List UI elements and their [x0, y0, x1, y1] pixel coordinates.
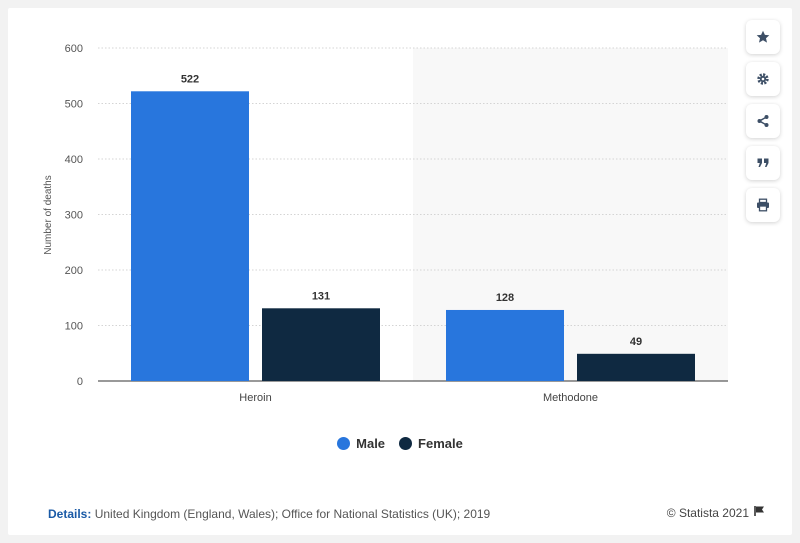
- y-axis-label: Number of deaths: [43, 175, 54, 255]
- star-icon: [756, 30, 770, 44]
- bar-chart: 0 100 200 300 400 500 600 Number of deaths 522 13…: [43, 43, 728, 404]
- share-button[interactable]: [746, 104, 780, 138]
- bar-male-heroin[interactable]: [131, 91, 249, 381]
- x-tick-label: Methodone: [543, 392, 598, 404]
- details-text: United Kingdom (England, Wales); Office …: [94, 507, 491, 521]
- x-tick-label: Heroin: [239, 392, 271, 404]
- data-label: 128: [496, 292, 514, 304]
- y-tick-label: 400: [65, 154, 83, 166]
- details-note: Details: United Kingdom (England, Wales)…: [48, 507, 490, 521]
- copyright-text[interactable]: © Statista 2021: [666, 505, 749, 520]
- legend-marker-female: [399, 437, 413, 450]
- y-tick-label: 200: [65, 265, 83, 277]
- share-icon: [756, 114, 770, 128]
- y-tick-label: 0: [77, 376, 83, 388]
- chart-card: 0 100 200 300 400 500 600 Number of deaths 522 13…: [8, 8, 792, 535]
- bar-female-methodone[interactable]: [577, 353, 695, 381]
- data-label: 522: [181, 73, 199, 85]
- favorite-button[interactable]: [746, 20, 780, 54]
- cite-button[interactable]: [746, 146, 780, 180]
- legend-item-male[interactable]: Male: [337, 436, 385, 451]
- y-tick-label: 300: [65, 210, 83, 222]
- settings-button[interactable]: [746, 62, 780, 96]
- bar-female-heroin[interactable]: [262, 308, 380, 381]
- quote-icon: [756, 156, 770, 170]
- legend-label-male: Male: [356, 436, 386, 451]
- bar-male-methodone[interactable]: [446, 309, 564, 381]
- print-button[interactable]: [746, 188, 780, 222]
- data-label: 131: [312, 290, 330, 302]
- legend: Male Female: [8, 436, 792, 451]
- legend-item-female[interactable]: Female: [399, 436, 463, 451]
- y-tick-label: 600: [65, 43, 83, 55]
- gear-icon: [756, 72, 770, 86]
- y-tick-label: 500: [65, 99, 83, 111]
- y-tick-label: 100: [65, 321, 83, 333]
- flag-icon[interactable]: [754, 505, 766, 520]
- legend-marker-male: [337, 437, 351, 450]
- print-icon: [756, 198, 770, 212]
- legend-label-female: Female: [418, 436, 463, 451]
- data-label: 49: [630, 336, 642, 348]
- details-label[interactable]: Details:: [48, 507, 92, 521]
- copyright: © Statista 2021: [667, 505, 766, 520]
